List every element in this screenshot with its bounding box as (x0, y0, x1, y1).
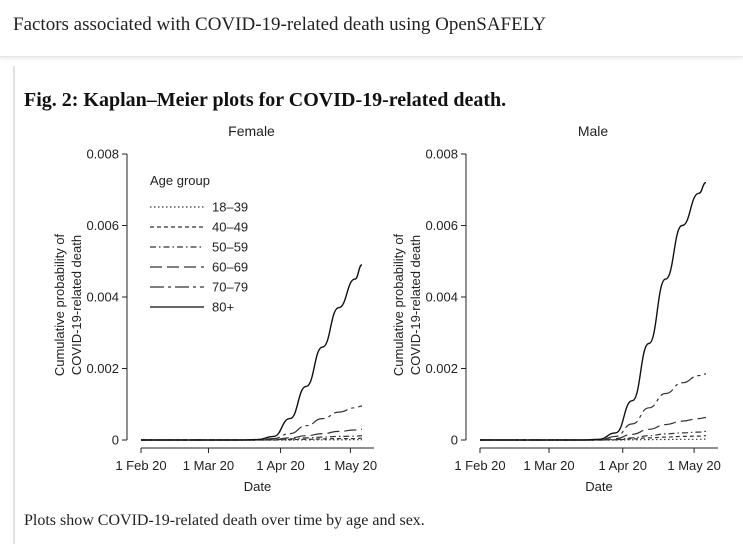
series-line-40-49 (141, 437, 363, 441)
x-tick-label: 1 Mar 20 (523, 458, 574, 473)
legend-label: 18–39 (212, 200, 248, 215)
page-header: Factors associated with COVID-19-related… (0, 0, 743, 57)
x-axis-label: Date (244, 479, 271, 494)
x-tick-label: 1 Apr 20 (599, 458, 647, 473)
x-tick-label: 1 Feb 20 (115, 458, 166, 473)
series-line-50-59 (480, 430, 707, 441)
x-tick-label: 1 Mar 20 (183, 458, 234, 473)
figure-title[interactable]: Fig. 2: Kaplan–Meier plots for COVID-19-… (24, 89, 507, 111)
y-axis-label: Cumulative probability of COVID-19-relate… (391, 233, 423, 376)
y-tick-label: 0.002 (425, 361, 458, 376)
chart-panel-female: Female 0 0.002 0.004 0.006 0.008 1 Feb 20 1 Mar… (52, 123, 377, 494)
y-tick-label: 0.004 (425, 290, 458, 305)
x-axis-label: Date (585, 479, 612, 494)
y-tick-label: 0 (112, 433, 119, 448)
x-tick-label: 1 May 20 (324, 458, 377, 473)
y-tick-label: 0.008 (425, 147, 458, 162)
panel-title: Male (578, 123, 609, 139)
y-tick-label: 0 (451, 433, 458, 448)
legend-label: 60–69 (212, 260, 248, 275)
panel-title: Female (228, 123, 275, 139)
series-line-70-79 (480, 373, 707, 441)
legend-label: 80+ (212, 300, 234, 315)
y-axis-label: Cumulative probability of COVID-19-relate… (52, 233, 84, 376)
figure-panel (13, 66, 743, 544)
x-tick-label: 1 Feb 20 (454, 458, 505, 473)
y-tick-label: 0.006 (425, 218, 458, 233)
y-tick-label: 0.006 (86, 218, 119, 233)
page-title: Factors associated with COVID-19-related… (13, 14, 547, 35)
legend-title: Age group (150, 173, 210, 188)
series-line-70-79 (141, 405, 363, 441)
legend-label: 50–59 (212, 240, 248, 255)
x-tick-label: 1 Apr 20 (256, 458, 304, 473)
legend-label: 40–49 (212, 220, 248, 235)
series-line-80+ (141, 264, 363, 441)
y-tick-label: 0.004 (86, 290, 119, 305)
chart-panel-male: Male 0 0.002 0.004 0.006 0.008 1 Feb 20 1 Mar 2… (391, 123, 721, 494)
x-tick-label: 1 May 20 (667, 458, 720, 473)
series-line-60-69 (141, 428, 363, 441)
figure-caption: Plots show COVID-19-related death over t… (24, 512, 425, 529)
y-tick-label: 0.002 (86, 361, 119, 376)
series-line-80+ (480, 181, 707, 441)
legend-label: 70–79 (212, 280, 248, 295)
y-tick-label: 0.008 (86, 147, 119, 162)
